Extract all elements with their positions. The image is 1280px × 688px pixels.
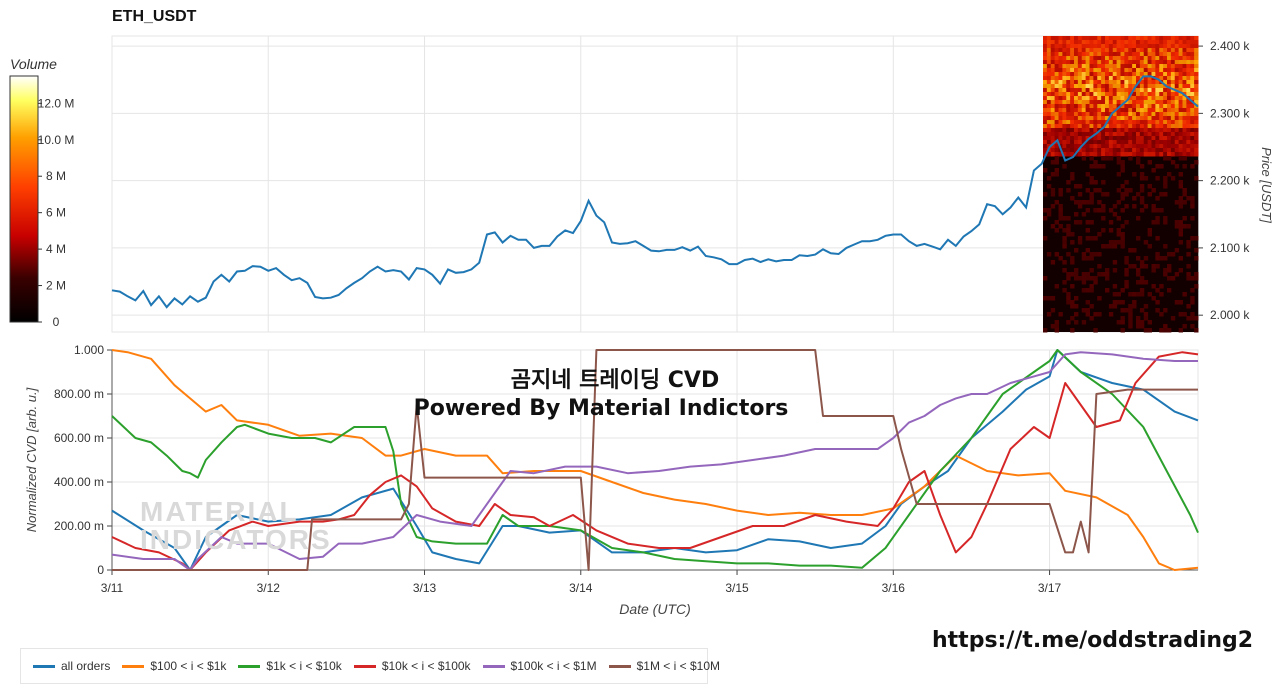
colorbar-tick-label: 0 xyxy=(53,315,60,329)
price-ytick-label: 2.300 k xyxy=(1210,106,1250,120)
legend-swatch xyxy=(33,664,55,668)
cvd-line-1 xyxy=(111,349,1199,571)
cvd-ytick-label: 400.00 m xyxy=(54,475,104,489)
cvd-xtick-label: 3/13 xyxy=(413,581,437,595)
cvd-line-3 xyxy=(111,351,1199,571)
cvd-xlabel: Date (UTC) xyxy=(619,601,691,617)
colorbar-tick-label: 6 M xyxy=(46,206,66,220)
cvd-ytick-label: 0 xyxy=(97,563,104,577)
cvd-ytick-label: 600.00 m xyxy=(54,431,104,445)
overlay-subtitle: Powered By Material Indictors xyxy=(413,396,789,421)
colorbar-gradient xyxy=(9,75,39,323)
legend-label: $1M < i < $10M xyxy=(636,659,720,673)
legend-label: $1k < i < $10k xyxy=(266,659,342,673)
legend-item-0[interactable]: all orders xyxy=(33,659,110,673)
colorbar-tick-label: 12.0 M xyxy=(38,96,75,110)
legend: all orders $100 < i < $1k $1k < i < $10k $1… xyxy=(20,648,720,684)
legend-label: $10k < i < $100k xyxy=(381,659,471,673)
price-ylabel: Price [USDT] xyxy=(1259,147,1274,223)
legend-item-2[interactable]: $1k < i < $10k xyxy=(238,659,342,673)
watermark: MATERIAL INDICATORS xyxy=(140,498,332,554)
price-line xyxy=(111,75,1199,309)
watermark-line-2: INDICATORS xyxy=(140,524,332,555)
telegram-link[interactable]: https://t.me/oddstrading2 xyxy=(932,628,1254,653)
legend-label: all orders xyxy=(61,659,111,673)
legend-swatch xyxy=(482,664,505,668)
cvd-xtick-label: 3/11 xyxy=(101,581,124,595)
legend-item-5[interactable]: $1M < i < $10M xyxy=(608,659,720,673)
price-ytick-label: 2.000 k xyxy=(1210,308,1250,322)
price-ytick-label: 2.400 k xyxy=(1210,39,1250,53)
overlay-title: 곰지네 트레이딩 CVD xyxy=(510,368,720,393)
colorbar-label: Volume xyxy=(10,56,57,72)
cvd-plot-area xyxy=(111,349,1199,571)
legend-item-1[interactable]: $100 < i < $1k xyxy=(122,659,226,673)
colorbar-tick-label: 8 M xyxy=(46,169,66,183)
legend-swatch xyxy=(353,664,376,668)
price-plot-area xyxy=(111,35,1199,333)
legend-item-3[interactable]: $10k < i < $100k xyxy=(353,659,471,673)
cvd-xtick-label: 3/15 xyxy=(725,581,749,595)
chart-title: ETH_USDT xyxy=(112,8,197,25)
heatmap-cells xyxy=(1043,36,1199,333)
cvd-line-5 xyxy=(112,349,1198,571)
legend-swatch xyxy=(608,664,631,668)
cvd-ylabel: Normalized CVD [arb. u.] xyxy=(24,387,39,532)
cvd-line-4 xyxy=(111,351,1198,571)
cvd-line-0 xyxy=(111,349,1199,571)
cvd-ytick-label: 200.00 m xyxy=(54,519,104,533)
cvd-xtick-label: 3/16 xyxy=(882,581,906,595)
cvd-xtick-label: 3/14 xyxy=(569,581,593,595)
colorbar-tick-label: 2 M xyxy=(46,279,66,293)
watermark-line-1: MATERIAL xyxy=(140,496,299,527)
price-ytick-label: 2.100 k xyxy=(1210,241,1250,255)
legend-swatch xyxy=(122,664,145,668)
colorbar-tick-label: 10.0 M xyxy=(38,133,75,147)
legend-label: $100k < i < $1M xyxy=(510,659,597,673)
legend-label: $100 < i < $1k xyxy=(150,659,227,673)
colorbar-tick-label: 4 M xyxy=(46,242,66,256)
cvd-ytick-label: 1.000 xyxy=(74,343,104,357)
cvd-ytick-label: 800.00 m xyxy=(54,387,104,401)
legend-swatch xyxy=(238,664,261,668)
cvd-xtick-label: 3/12 xyxy=(257,581,281,595)
cvd-xtick-label: 3/17 xyxy=(1038,581,1062,595)
price-ytick-label: 2.200 k xyxy=(1210,174,1250,188)
legend-item-4[interactable]: $100k < i < $1M xyxy=(482,659,597,673)
